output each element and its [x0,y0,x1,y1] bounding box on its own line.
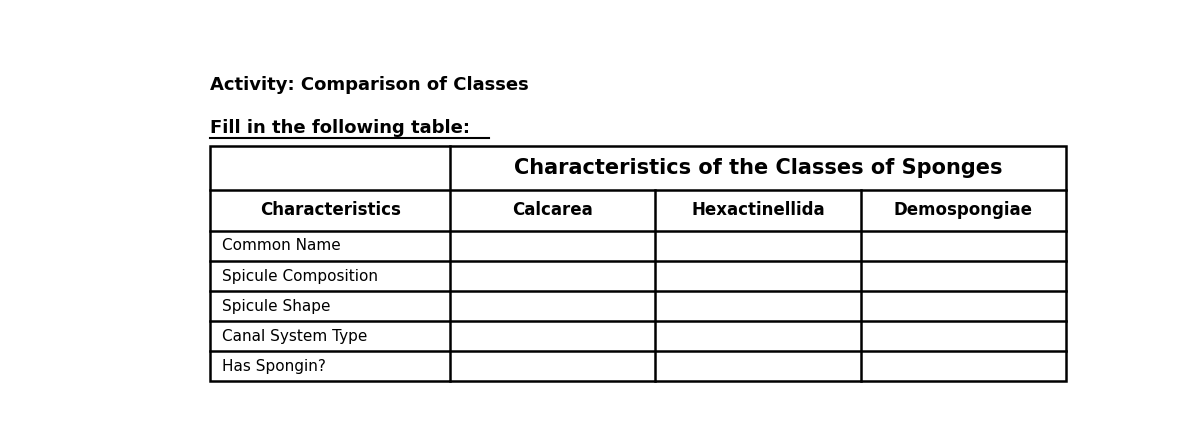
Bar [210,146,1066,382]
Text: Common Name: Common Name [222,238,341,253]
Text: Demospongiae: Demospongiae [894,201,1033,219]
Text: Hexactinellida: Hexactinellida [691,201,824,219]
Text: Characteristics of the Classes of Sponges: Characteristics of the Classes of Sponge… [514,158,1002,178]
Text: Canal System Type: Canal System Type [222,329,367,344]
Text: Characteristics: Characteristics [259,201,401,219]
Text: Has Spongin?: Has Spongin? [222,359,325,374]
Text: Calcarea: Calcarea [512,201,593,219]
Text: Fill in the following table:: Fill in the following table: [210,119,470,137]
Text: Spicule Shape: Spicule Shape [222,299,330,313]
Text: Activity: Comparison of Classes: Activity: Comparison of Classes [210,76,529,94]
Text: Spicule Composition: Spicule Composition [222,269,378,283]
